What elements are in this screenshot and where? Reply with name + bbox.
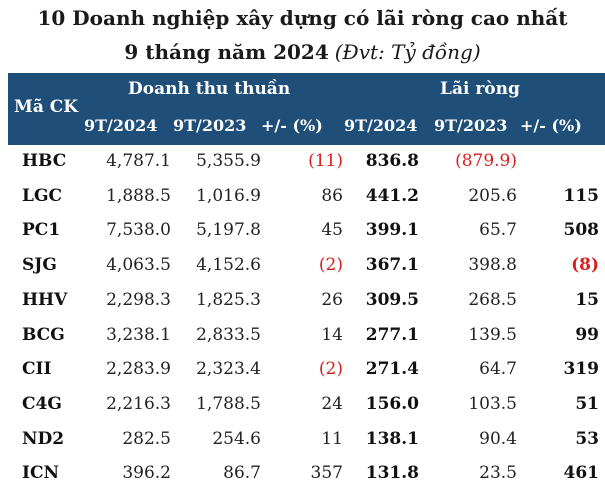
row-rev-change: 86	[321, 185, 343, 206]
table-row: PC1 7,538.0 5,197.8 45 399.1 65.7 508	[8, 216, 605, 250]
row-code: HBC	[22, 151, 67, 171]
row-rev-2024: 2,216.3	[106, 393, 171, 414]
row-rev-change: 14	[321, 324, 343, 345]
row-rev-2023: 5,355.9	[196, 151, 261, 171]
row-profit-2024: 271.4	[365, 359, 419, 380]
row-code: C4G	[22, 393, 62, 414]
table-row: HHV 2,298.3 1,825.3 26 309.5 268.5 15	[8, 286, 605, 320]
row-profit-change: 15	[575, 289, 599, 310]
row-code: LGC	[22, 185, 63, 206]
table-row: ICN 396.2 86.7 357 131.8 23.5 461	[8, 459, 605, 493]
row-rev-2023: 2,833.5	[196, 324, 261, 345]
row-profit-2024: 367.1	[365, 255, 419, 276]
row-profit-2024: 277.1	[365, 324, 419, 345]
table-subtitle: 9 tháng năm 2024 (Đvt: Tỷ đồng)	[0, 40, 605, 64]
row-rev-2024: 282.5	[122, 428, 171, 449]
row-profit-change: 319	[563, 359, 600, 380]
row-profit-2024: 836.8	[365, 151, 419, 171]
row-profit-2023: 139.5	[468, 324, 517, 345]
row-profit-change: (8)	[571, 255, 599, 276]
row-profit-change: 461	[563, 463, 600, 484]
row-rev-change: 24	[321, 393, 343, 414]
row-profit-2023: (879.9)	[455, 151, 517, 171]
period-label: 9 tháng năm 2024	[124, 40, 329, 64]
table-row: SJG 4,063.5 4,152.6 (2) 367.1 398.8 (8)	[8, 251, 605, 285]
row-profit-2024: 399.1	[365, 220, 419, 241]
row-rev-2023: 254.6	[212, 428, 261, 449]
header-code: Mã CK	[14, 97, 79, 117]
row-profit-2024: 156.0	[365, 393, 419, 414]
row-rev-2024: 4,787.1	[106, 151, 171, 171]
row-rev-2023: 1,788.5	[196, 393, 261, 414]
row-code: PC1	[22, 220, 61, 241]
table-title: 10 Doanh nghiệp xây dựng có lãi ròng cao…	[37, 6, 568, 30]
row-profit-2023: 398.8	[468, 255, 517, 276]
header-rev-2023: 9T/2023	[173, 116, 247, 135]
row-rev-2023: 1,016.9	[196, 185, 261, 206]
row-rev-2024: 2,298.3	[106, 289, 171, 310]
row-rev-2024: 396.2	[122, 463, 171, 484]
table-row: BCG 3,238.1 2,833.5 14 277.1 139.5 99	[8, 321, 605, 355]
row-code: ICN	[22, 463, 60, 484]
row-profit-2023: 268.5	[468, 289, 517, 310]
row-profit-2023: 103.5	[468, 393, 517, 414]
row-code: SJG	[22, 255, 57, 276]
row-rev-2024: 2,283.9	[106, 359, 171, 380]
row-profit-2024: 138.1	[365, 428, 419, 449]
row-rev-2023: 2,323.4	[196, 359, 261, 380]
header-rev-2024: 9T/2024	[84, 116, 158, 135]
row-code: BCG	[22, 324, 65, 345]
row-code: CII	[22, 359, 52, 380]
header-profit-2024: 9T/2024	[344, 116, 418, 135]
row-profit-2023: 205.6	[468, 185, 517, 206]
row-rev-2024: 1,888.5	[106, 185, 171, 206]
row-profit-change: 53	[575, 428, 599, 449]
row-profit-change: 99	[575, 324, 599, 345]
header-profit-change: +/- (%)	[520, 116, 582, 135]
row-rev-2023: 1,825.3	[196, 289, 261, 310]
row-code: ND2	[22, 428, 65, 449]
table-row: C4G 2,216.3 1,788.5 24 156.0 103.5 51	[8, 390, 605, 424]
row-rev-2024: 7,538.0	[106, 220, 171, 241]
row-profit-2023: 23.5	[479, 463, 517, 484]
row-rev-2023: 86.7	[223, 463, 261, 484]
row-profit-2023: 65.7	[479, 220, 517, 241]
row-profit-change: 508	[563, 220, 600, 241]
row-profit-change: 51	[575, 393, 599, 414]
row-rev-change: 26	[321, 289, 343, 310]
header-profit-2023: 9T/2023	[434, 116, 508, 135]
row-profit-2024: 131.8	[365, 463, 419, 484]
table-row: CII 2,283.9 2,323.4 (2) 271.4 64.7 319	[8, 355, 605, 389]
row-rev-2024: 3,238.1	[106, 324, 171, 345]
unit-label: (Đvt: Tỷ đồng)	[334, 40, 481, 64]
table-row: HBC 4,787.1 5,355.9 (11) 836.8 (879.9)	[8, 147, 605, 181]
row-rev-2023: 5,197.8	[196, 220, 261, 241]
table-header: Mã CK Doanh thu thuần Lãi ròng 9T/2024 9…	[8, 73, 605, 145]
row-rev-change: 11	[321, 428, 343, 449]
row-rev-2024: 4,063.5	[106, 255, 171, 276]
row-rev-2023: 4,152.6	[196, 255, 261, 276]
row-rev-change: 45	[321, 220, 343, 241]
row-profit-2023: 90.4	[479, 428, 517, 449]
table-row: ND2 282.5 254.6 11 138.1 90.4 53	[8, 425, 605, 459]
header-rev-change: +/- (%)	[261, 116, 323, 135]
table-row: LGC 1,888.5 1,016.9 86 441.2 205.6 115	[8, 182, 605, 216]
row-rev-change: (11)	[308, 151, 343, 171]
row-profit-2024: 309.5	[365, 289, 419, 310]
header-profit-group: Lãi ròng	[440, 79, 520, 99]
row-profit-2023: 64.7	[479, 359, 517, 380]
row-rev-change: (2)	[318, 359, 343, 380]
row-code: HHV	[22, 289, 68, 310]
row-profit-change: 115	[563, 185, 600, 206]
header-revenue-group: Doanh thu thuần	[128, 79, 291, 99]
row-profit-2024: 441.2	[365, 185, 419, 206]
row-rev-change: (2)	[318, 255, 343, 276]
row-rev-change: 357	[310, 463, 343, 484]
